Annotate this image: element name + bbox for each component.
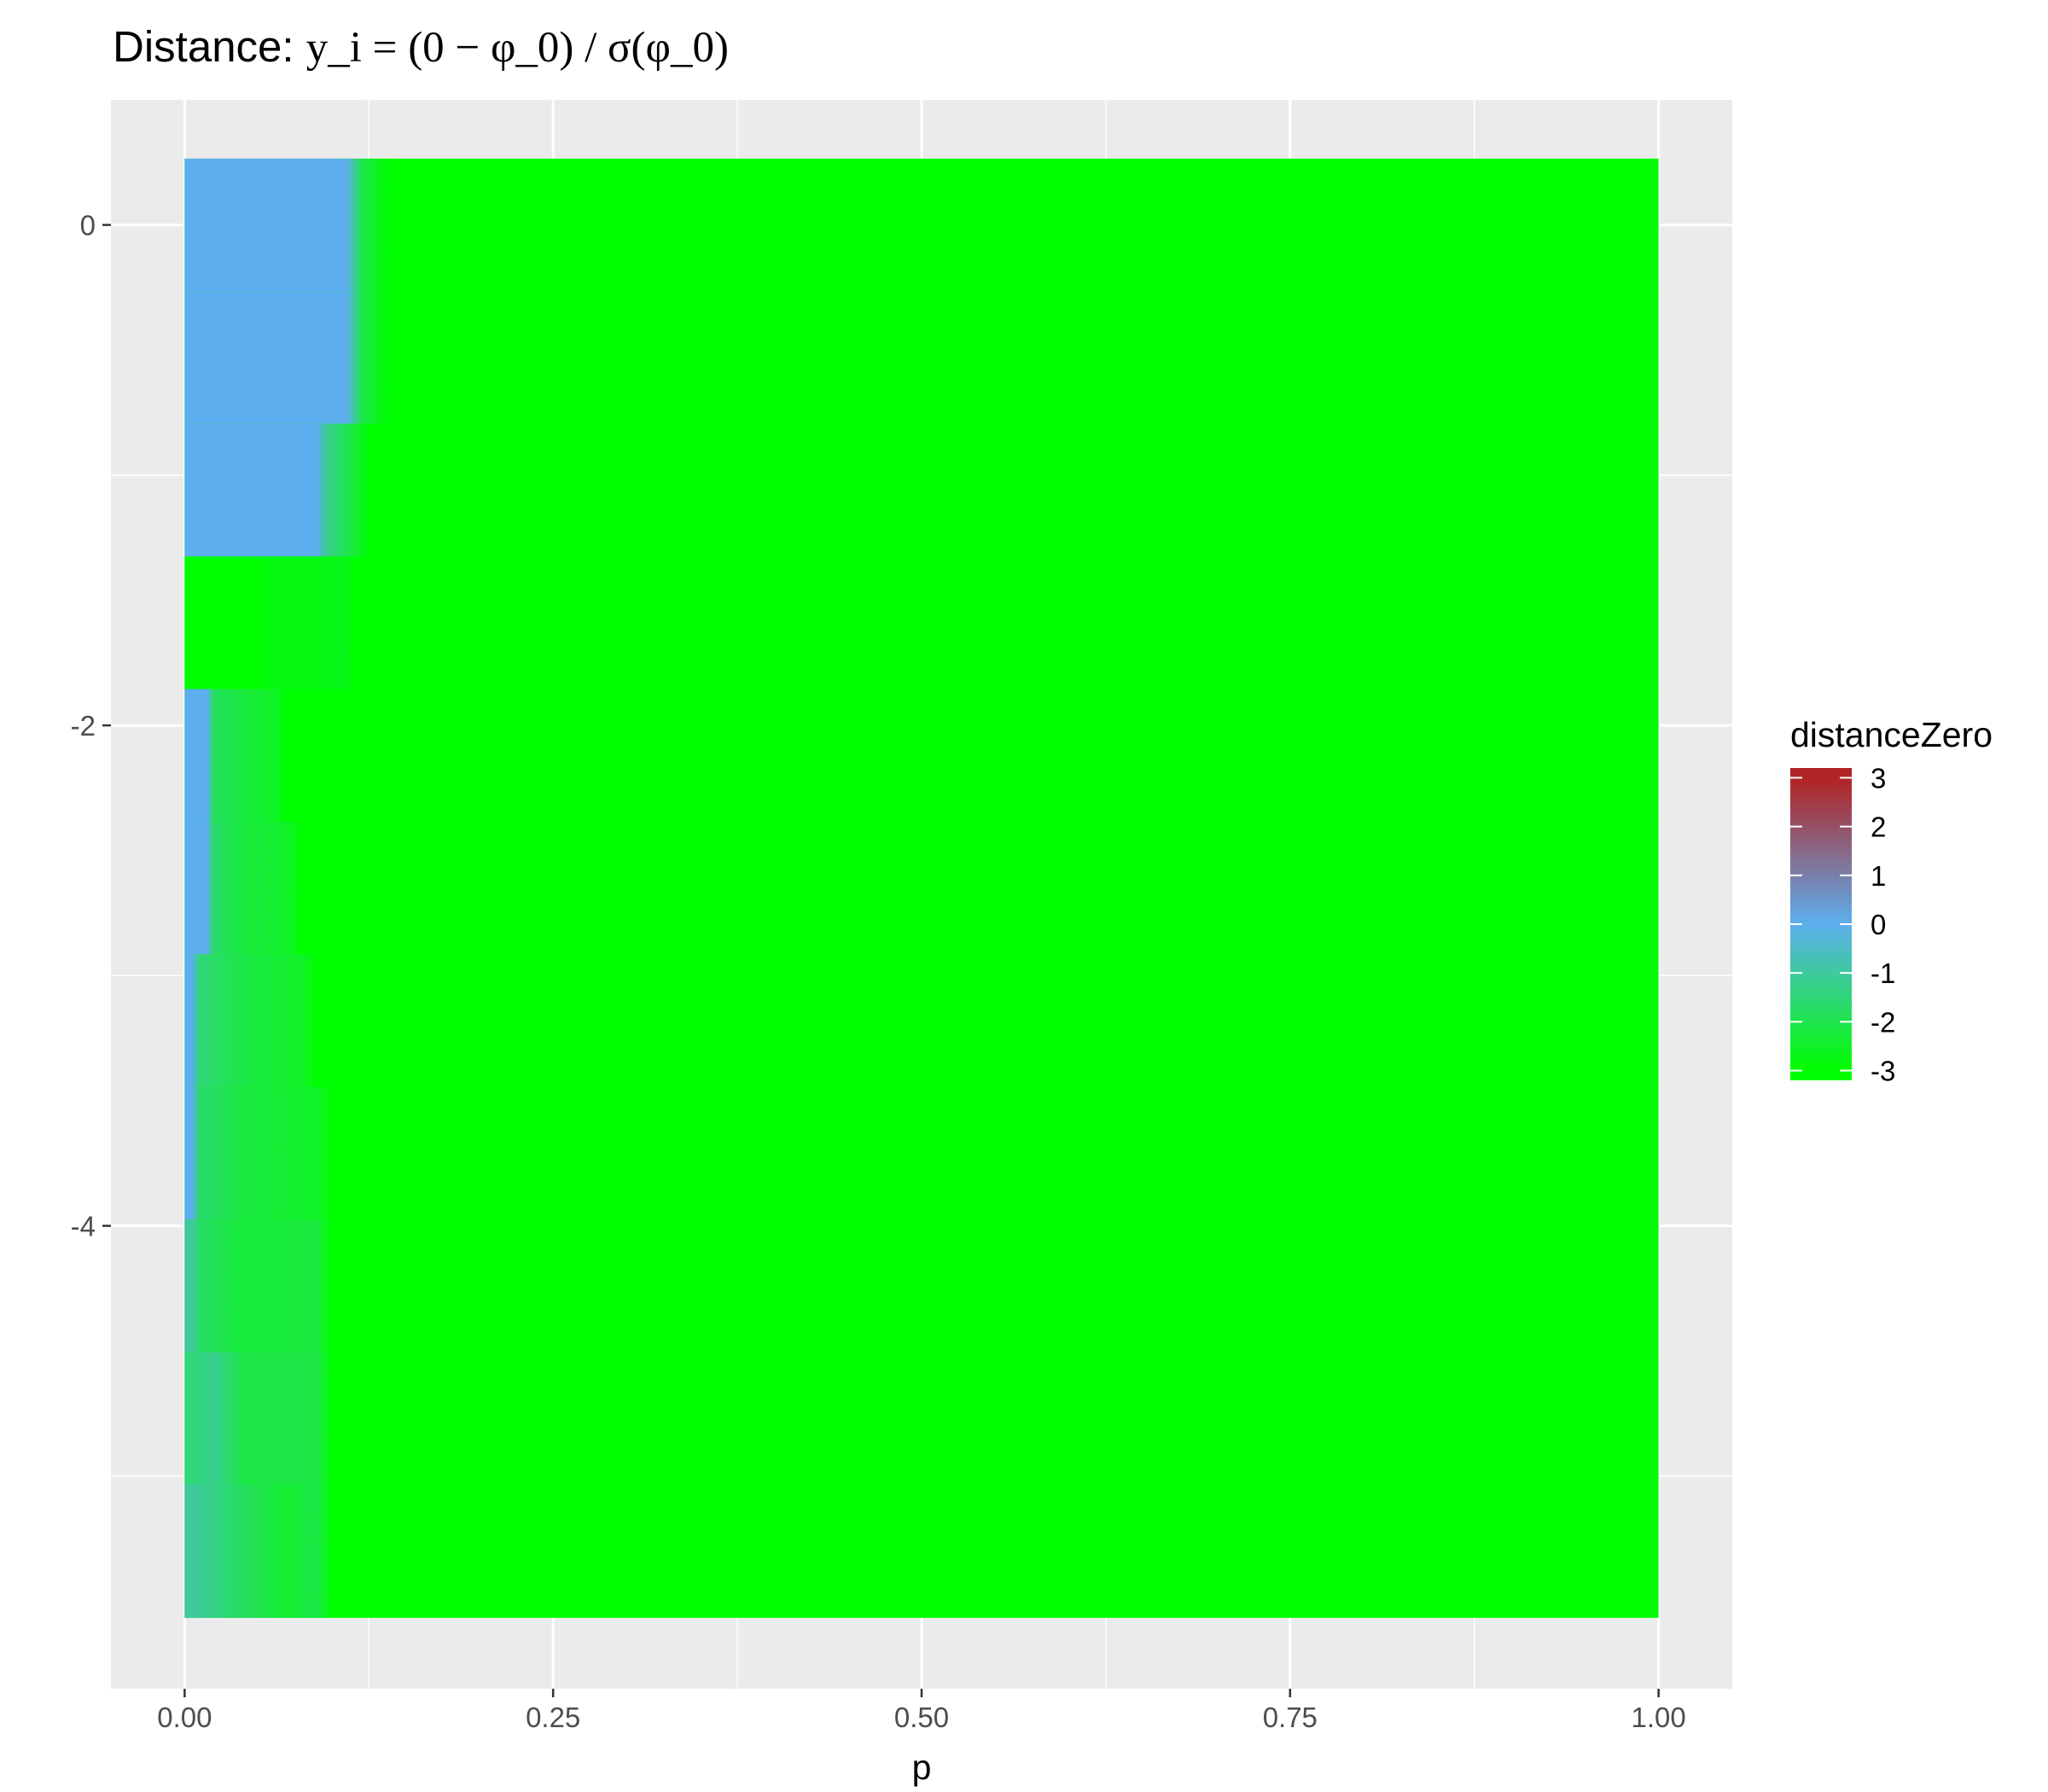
legend-tick-label: 3: [1871, 762, 1886, 794]
x-tick-label: 0.25: [526, 1702, 580, 1733]
heatmap-row-gradient: [184, 954, 317, 1088]
heatmap-row-gradient: [184, 1086, 333, 1220]
y-tick-label: -4: [71, 1211, 96, 1242]
heatmap-row-fill: [184, 821, 1659, 955]
heatmap-tiles: [184, 158, 1659, 1618]
y-tick-label: 0: [80, 210, 96, 241]
heatmap-row-gradient: [184, 689, 288, 823]
x-tick-label: 0.50: [894, 1702, 949, 1733]
heatmap-row-gradient: [184, 291, 392, 425]
heatmap-row-fill: [184, 689, 1659, 823]
heatmap-row-gradient: [184, 423, 369, 557]
y-axis: 0 -2 -4: [71, 210, 111, 1242]
chart-title-prefix: Distance:: [113, 22, 306, 71]
heatmap-row-fill: [184, 556, 1659, 690]
legend-ticks: 3 2 1 0 -1 -2 -3: [1790, 762, 1895, 1087]
legend-tick-label: 0: [1871, 909, 1886, 940]
legend-tick-label: -1: [1871, 957, 1895, 989]
color-legend: distanceZero 3 2 1 0 -1 -2 -3: [1790, 715, 1993, 1087]
legend-title: distanceZero: [1790, 715, 1993, 754]
heatmap-row-fill: [184, 954, 1659, 1088]
x-tick-label: 0.75: [1263, 1702, 1318, 1733]
heatmap-row-fill: [184, 1219, 1659, 1353]
legend-tick-label: -2: [1871, 1006, 1895, 1038]
x-axis-title: p: [912, 1748, 932, 1787]
heatmap-row-fill: [184, 291, 1659, 425]
heatmap-row-gradient: [184, 158, 392, 292]
y-tick-label: -2: [71, 710, 96, 742]
x-tick-label: 0.00: [157, 1702, 212, 1733]
heatmap-row-gradient: [184, 821, 303, 955]
heatmap-row-gradient: [184, 1219, 333, 1353]
heatmap-row-fill: [184, 423, 1659, 557]
legend-tick-label: 2: [1871, 812, 1886, 843]
legend-tick-label: -3: [1871, 1056, 1895, 1087]
heatmap-row-fill: [184, 1086, 1659, 1220]
heatmap-row-fill: [184, 1352, 1659, 1486]
heatmap-row-gradient: [184, 556, 354, 690]
heatmap-row-gradient: [184, 1352, 333, 1486]
x-axis: 0.00 0.25 0.50 0.75 1.00: [157, 1689, 1686, 1733]
heatmap-row-fill: [184, 1485, 1659, 1618]
heatmap-row-fill: [184, 158, 1659, 292]
legend-tick-label: 1: [1871, 860, 1886, 892]
heatmap-row-gradient: [184, 1485, 333, 1618]
chart-title-formula: y_i = (0 − φ_0) / σ(φ_0): [306, 24, 729, 72]
chart-title: Distance: y_i = (0 − φ_0) / σ(φ_0): [113, 22, 729, 72]
x-tick-label: 1.00: [1632, 1702, 1686, 1733]
